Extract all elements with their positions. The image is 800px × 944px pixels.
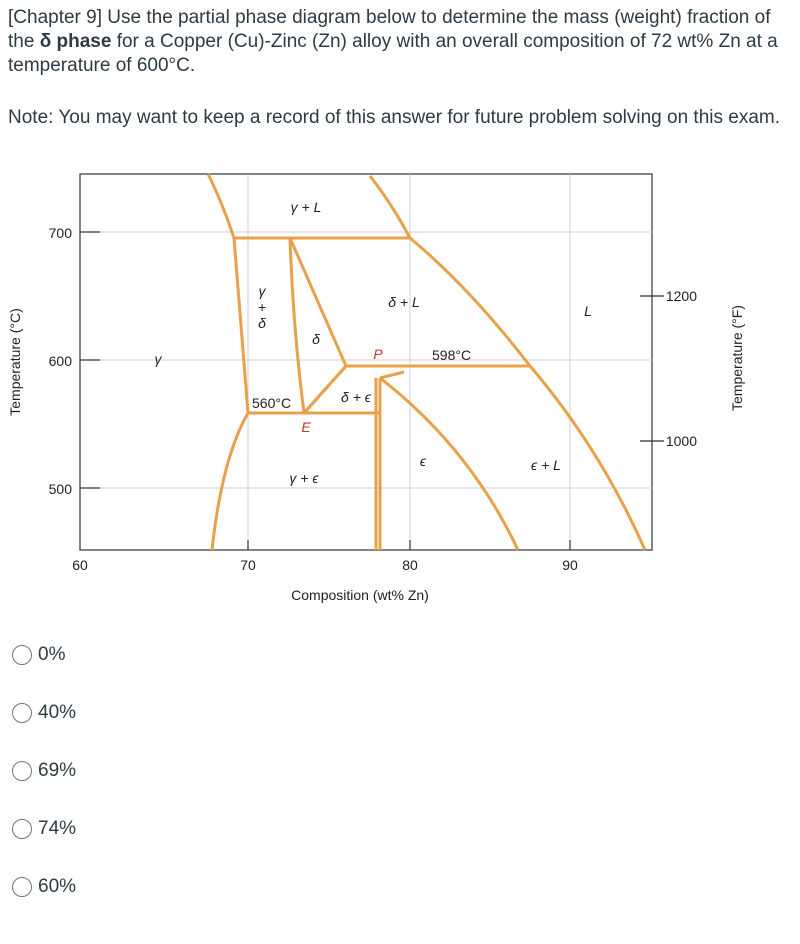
note-text: Note: You may want to keep a record of t… [8, 107, 781, 128]
x-tick-70: 70 [240, 557, 256, 573]
y-tick-700: 700 [49, 225, 73, 241]
answer-options: 0% 40% 69% 74% 60% [12, 640, 76, 930]
answer-option[interactable]: 74% [12, 814, 76, 872]
y-tick-right-1000: 1000 [666, 433, 697, 449]
phase-label-gamma-delta-3: δ [258, 315, 266, 331]
answer-option-label: 60% [38, 876, 77, 897]
point-label-p: P [373, 346, 383, 362]
gamma-liquidus [206, 173, 236, 239]
question-text: [Chapter 9] Use the partial phase diagra… [8, 6, 788, 78]
answer-option[interactable]: 69% [12, 756, 76, 814]
phase-label-gamma: γ [155, 351, 163, 367]
answer-option[interactable]: 60% [12, 872, 76, 930]
answer-option-label: 0% [38, 644, 66, 665]
phase-label-gamma-delta-1: γ [259, 283, 267, 299]
phase-label-gamma-plus-epsilon: γ + ϵ [289, 470, 319, 486]
gamma-solvus-low [210, 412, 250, 551]
phase-label-l: L [584, 303, 592, 319]
question-text-start: [Chapter 9] Use the partial phase diagra… [8, 7, 771, 52]
phase-label-delta-plus-epsilon: δ + ϵ [341, 389, 372, 405]
question-bold-phase: δ phase [39, 31, 112, 52]
radio-button[interactable] [12, 877, 32, 897]
phase-label-epsilon: ϵ [420, 453, 427, 469]
gamma-delta-boundary [288, 237, 306, 414]
phase-diagram: 60 70 80 90 700 600 500 1200 1000 Compos… [7, 173, 745, 603]
radio-button[interactable] [12, 761, 32, 781]
epsilon-boundary [379, 376, 520, 551]
plot-frame [79, 173, 653, 551]
answer-option-label: 69% [38, 760, 77, 781]
phase-label-delta-plus-l: δ + L [388, 294, 420, 310]
right-axis-ticks [640, 295, 664, 442]
phase-label-epsilon-plus-l: ϵ + L [531, 457, 561, 473]
answer-option-label: 74% [38, 818, 77, 839]
x-tick-90: 90 [562, 557, 578, 573]
y-axis-left-title: Temperature (°C) [7, 308, 23, 416]
e-connector [302, 365, 348, 414]
x-tick-80: 80 [402, 557, 418, 573]
y-tick-right-1200: 1200 [666, 288, 697, 304]
answer-option[interactable]: 0% [12, 640, 76, 698]
point-label-e: E [301, 419, 311, 435]
phase-label-gamma-plus-l: γ + L [291, 199, 322, 215]
phase-label-delta: δ [312, 331, 320, 347]
liquidus-right [528, 365, 647, 551]
x-axis-title: Composition (wt% Zn) [291, 587, 429, 603]
y-tick-500: 500 [49, 481, 73, 497]
answer-option-label: 40% [38, 702, 77, 723]
radio-button[interactable] [12, 645, 32, 665]
question-text-end: for a Copper (Cu)-Zinc (Zn) alloy with a… [8, 31, 778, 76]
delta-l-liquidus [409, 236, 532, 367]
y-tick-600: 600 [49, 353, 73, 369]
radio-button[interactable] [12, 703, 32, 723]
gamma-solvus-left [232, 237, 250, 414]
l-boundary-top [368, 175, 412, 239]
temp-label-598: 598°C [432, 347, 471, 363]
y-axis-right-title: Temperature (°F) [729, 305, 745, 411]
temp-label-560: 560°C [252, 395, 291, 411]
radio-button[interactable] [12, 819, 32, 839]
phase-boundaries [206, 173, 647, 551]
phase-label-gamma-delta-2: + [258, 299, 266, 315]
delta-liquidus [288, 237, 348, 367]
answer-option[interactable]: 40% [12, 698, 76, 756]
delta-epsilon-right [379, 370, 405, 380]
x-tick-60: 60 [72, 557, 88, 573]
left-axis-ticks [80, 231, 571, 550]
